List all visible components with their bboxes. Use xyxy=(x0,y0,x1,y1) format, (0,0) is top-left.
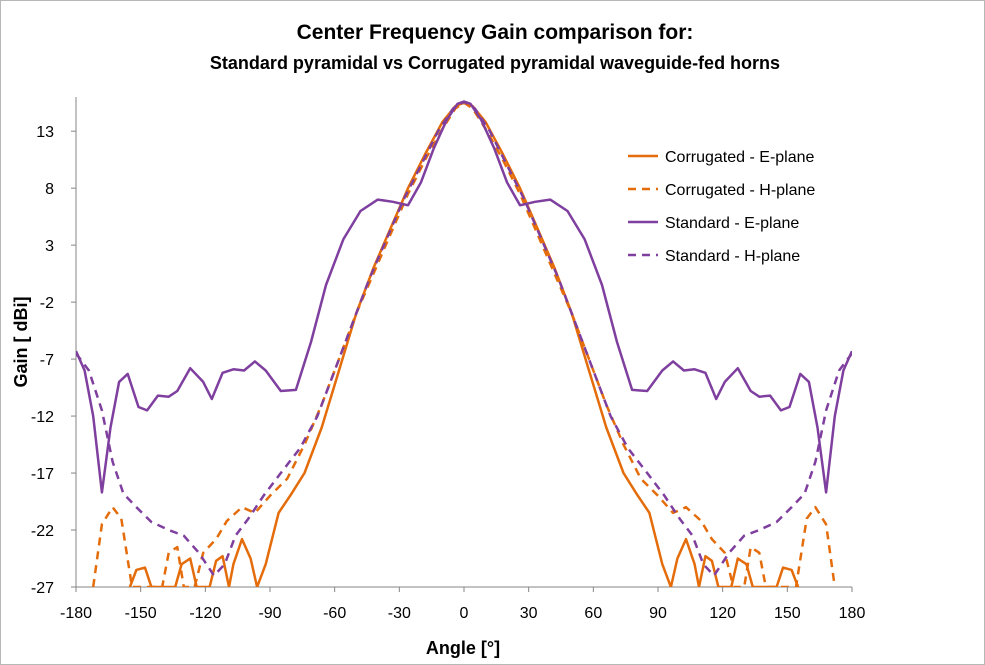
x-tick-label: 60 xyxy=(584,605,602,622)
series-line-4 xyxy=(76,100,852,577)
y-tick-label: -2 xyxy=(40,295,54,312)
series-group xyxy=(76,100,852,587)
x-tick-label: 0 xyxy=(460,605,469,622)
x-tick-label: 30 xyxy=(520,605,538,622)
x-tick-label: -120 xyxy=(189,605,221,622)
x-tick-label: -180 xyxy=(60,605,92,622)
x-tick-label: 180 xyxy=(839,605,866,622)
y-tick-label: -27 xyxy=(31,580,54,597)
x-axis-label: Angle [°] xyxy=(426,638,500,658)
series-line-2 xyxy=(91,101,837,587)
chart-title: Center Frequency Gain comparison for: xyxy=(297,21,694,44)
y-tick-label: -22 xyxy=(31,523,54,540)
x-tick-label: -150 xyxy=(125,605,157,622)
y-tick-label: 8 xyxy=(45,181,54,198)
legend-label-2: Corrugated - H-plane xyxy=(665,182,815,199)
y-tick-label: -7 xyxy=(40,352,54,369)
x-tick-label: 120 xyxy=(709,605,736,622)
x-tick-label: -90 xyxy=(258,605,281,622)
axes: -180 -150 -120 -90 -60 -30 0 30 60 90 120 150 180 13 8… xyxy=(31,97,866,622)
y-tick-label: -12 xyxy=(31,409,54,426)
legend-label-4: Standard - H-plane xyxy=(665,248,800,265)
legend: Corrugated - E-plane Corrugated - H-plane… xyxy=(628,149,815,265)
x-tick-label: 90 xyxy=(649,605,667,622)
legend-label-3: Standard - E-plane xyxy=(665,215,799,232)
y-tick-label: -17 xyxy=(31,466,54,483)
x-tick-label: 150 xyxy=(774,605,801,622)
y-tick-label: 13 xyxy=(36,124,54,141)
y-tick-label: 3 xyxy=(45,238,54,255)
x-tick-label: -60 xyxy=(323,605,346,622)
series-line-1 xyxy=(128,101,800,587)
chart-subtitle: Standard pyramidal vs Corrugated pyramid… xyxy=(210,53,780,73)
x-tick-label: -30 xyxy=(388,605,411,622)
legend-label-1: Corrugated - E-plane xyxy=(665,149,815,166)
y-axis-label: Gain [ dBi] xyxy=(11,297,31,388)
